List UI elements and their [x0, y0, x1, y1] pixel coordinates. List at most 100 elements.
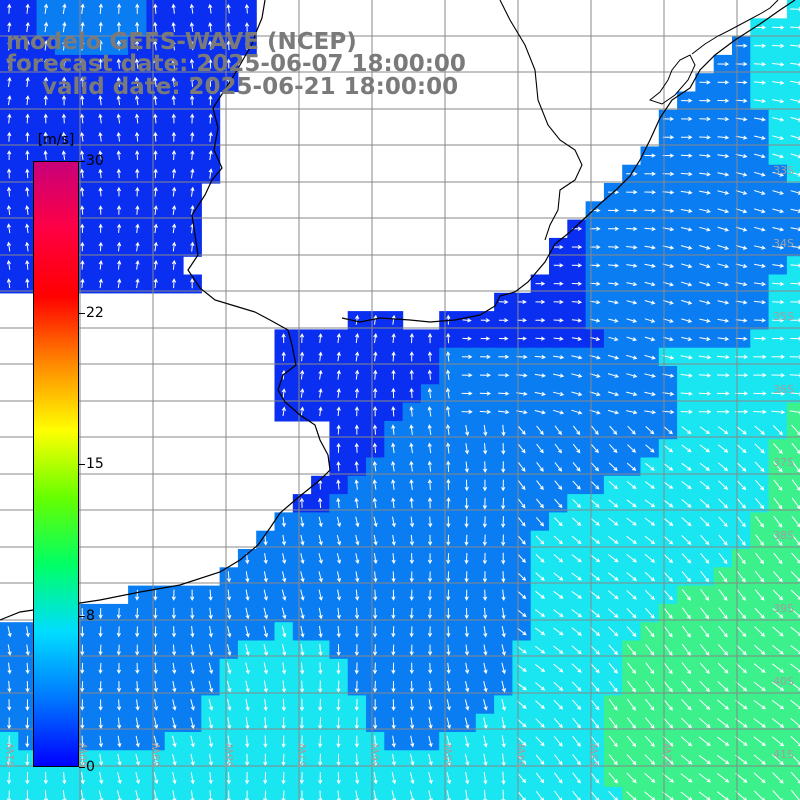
- wind-arrow: [446, 369, 451, 380]
- wind-arrow: [317, 497, 323, 508]
- wind-cell: [439, 786, 459, 800]
- wind-arrow: [516, 609, 527, 618]
- wind-arrow: [644, 481, 655, 489]
- wind-arrow: [409, 644, 414, 656]
- wind-arrow: [608, 662, 618, 674]
- colorbar-tick-mark: [79, 615, 85, 617]
- wind-arrow: [626, 572, 637, 582]
- wind-arrow: [263, 662, 268, 675]
- wind-arrow: [116, 699, 122, 711]
- wind-cell: [457, 786, 477, 800]
- wind-arrow: [644, 772, 656, 783]
- wind-arrow: [391, 479, 396, 490]
- wind-arrow: [300, 607, 305, 620]
- wind-arrow: [354, 369, 360, 380]
- wind-arrow: [626, 626, 637, 637]
- wind-arrow: [699, 462, 711, 471]
- wind-arrow: [626, 754, 637, 766]
- wind-arrow: [572, 754, 581, 766]
- wind-arrow: [482, 479, 488, 492]
- wind-arrow: [462, 336, 472, 341]
- wind-arrow: [480, 354, 491, 359]
- wind-arrow: [773, 461, 783, 473]
- wind-arrow: [700, 534, 710, 546]
- wind-arrow: [25, 717, 30, 730]
- uruguay-border: [499, 0, 583, 241]
- wind-arrow: [116, 168, 121, 179]
- wind-arrow: [172, 753, 177, 766]
- wind-arrow: [336, 479, 341, 490]
- wind-arrow: [681, 625, 691, 638]
- wind-arrow: [134, 76, 140, 87]
- wind-arrow: [553, 281, 564, 286]
- wind-arrow: [446, 534, 451, 546]
- wind-arrow: [644, 535, 656, 545]
- wind-arrow: [208, 113, 213, 124]
- wind-arrow: [208, 95, 213, 106]
- wind-arrow: [607, 208, 620, 213]
- wind-arrow: [300, 406, 305, 417]
- wind-arrow: [753, 644, 766, 655]
- wind-arrow: [735, 318, 748, 323]
- wind-arrow: [318, 333, 323, 344]
- wind-arrow: [535, 609, 546, 618]
- wind-arrow: [681, 318, 693, 323]
- wind-arrow: [172, 662, 177, 675]
- wind-arrow: [135, 589, 140, 601]
- wind-arrow: [391, 662, 396, 675]
- wind-arrow: [98, 58, 103, 69]
- latitude-label: 34S: [773, 237, 794, 250]
- wind-arrow: [171, 150, 177, 161]
- colorbar-tick-label: 15: [86, 456, 104, 472]
- wind-arrow: [553, 736, 563, 747]
- wind-arrow: [773, 534, 783, 547]
- wind-arrow: [517, 772, 527, 784]
- wind-arrow: [589, 608, 601, 618]
- wind-arrow: [680, 717, 692, 729]
- wind-arrow: [626, 481, 637, 490]
- wind-arrow: [208, 589, 213, 601]
- wind-cell: [786, 622, 800, 642]
- wind-arrow: [190, 204, 195, 215]
- wind-arrow: [644, 171, 656, 176]
- wind-arrow: [681, 699, 692, 711]
- wind-arrow: [773, 497, 783, 510]
- wind-arrow: [245, 662, 250, 675]
- wind-arrow: [773, 515, 783, 528]
- wind-arrow: [98, 3, 103, 14]
- wind-arrow: [409, 478, 414, 490]
- wind-arrow: [626, 590, 637, 600]
- wind-arrow: [465, 680, 470, 693]
- wind-arrow: [699, 300, 711, 305]
- wind-arrow: [172, 205, 177, 215]
- wind-arrow: [172, 772, 177, 785]
- wind-arrow: [318, 772, 323, 785]
- wind-arrow: [789, 373, 800, 378]
- wind-arrow: [409, 662, 414, 675]
- wind-arrow: [354, 387, 360, 398]
- wind-arrow: [662, 116, 675, 122]
- wind-arrow: [535, 754, 545, 765]
- wind-arrow: [772, 318, 785, 323]
- colorbar-tick-label: 0: [86, 759, 95, 775]
- wind-arrow: [716, 754, 730, 765]
- wind-cell: [54, 786, 74, 800]
- wind-arrow: [608, 263, 620, 268]
- wind-arrow: [663, 553, 674, 564]
- wind-arrow: [427, 497, 433, 509]
- wind-cell: [786, 420, 800, 440]
- wind-arrow: [25, 40, 30, 51]
- longitude-label: 59W: [150, 743, 163, 768]
- latitude-label: 39S: [773, 602, 794, 615]
- wind-arrow: [681, 281, 693, 287]
- wind-arrow: [189, 95, 195, 106]
- wind-arrow: [501, 680, 506, 693]
- wind-arrow: [190, 699, 195, 711]
- wind-arrow: [754, 589, 765, 601]
- wind-arrow: [6, 186, 12, 197]
- wind-cell: [786, 512, 800, 532]
- wind-arrow: [698, 373, 712, 378]
- wind-arrow: [572, 699, 582, 710]
- wind-arrow: [171, 40, 176, 51]
- wind-arrow: [753, 318, 766, 323]
